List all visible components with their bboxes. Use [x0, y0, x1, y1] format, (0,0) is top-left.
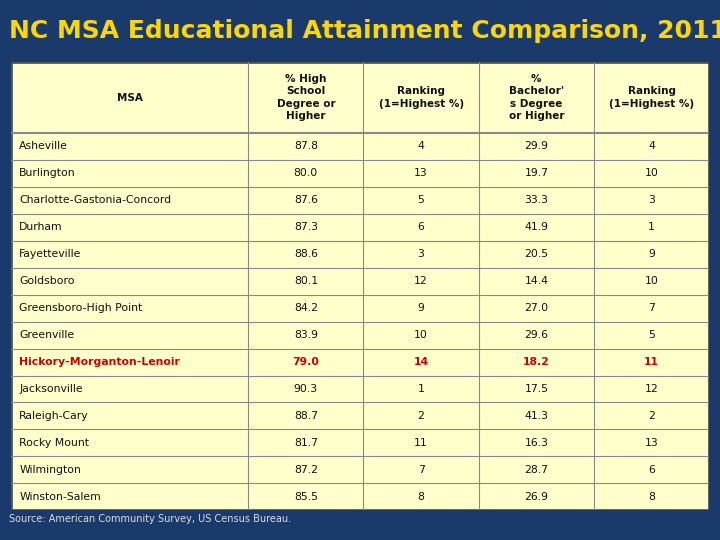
Text: 88.6: 88.6: [294, 249, 318, 259]
Text: 18.2: 18.2: [523, 357, 550, 367]
Text: 19.7: 19.7: [524, 168, 549, 178]
Text: MSA: MSA: [117, 92, 143, 103]
Text: Fayetteville: Fayetteville: [19, 249, 81, 259]
Text: 28.7: 28.7: [524, 465, 549, 475]
Text: Jacksonville: Jacksonville: [19, 384, 83, 394]
Text: Greensboro-High Point: Greensboro-High Point: [19, 303, 143, 313]
Text: % High
School
Degree or
Higher: % High School Degree or Higher: [276, 74, 336, 121]
Text: 17.5: 17.5: [524, 384, 549, 394]
Text: 7: 7: [418, 465, 425, 475]
Text: 29.6: 29.6: [524, 330, 549, 340]
Text: Hickory-Morganton-Lenoir: Hickory-Morganton-Lenoir: [19, 357, 180, 367]
Text: 29.9: 29.9: [524, 141, 549, 151]
Text: 1: 1: [418, 384, 425, 394]
Text: 8: 8: [418, 492, 425, 502]
Text: 3: 3: [418, 249, 425, 259]
Text: 14.4: 14.4: [524, 276, 549, 286]
Text: 11: 11: [414, 438, 428, 448]
Text: Raleigh-Cary: Raleigh-Cary: [19, 411, 89, 421]
Text: 13: 13: [414, 168, 428, 178]
Text: 90.3: 90.3: [294, 384, 318, 394]
Text: 41.9: 41.9: [524, 222, 549, 232]
Text: 4: 4: [648, 141, 655, 151]
Text: 12: 12: [644, 384, 659, 394]
Text: NC MSA Educational Attainment Comparison, 2011: NC MSA Educational Attainment Comparison…: [9, 19, 720, 43]
Text: 20.5: 20.5: [524, 249, 549, 259]
Text: 80.1: 80.1: [294, 276, 318, 286]
Text: 9: 9: [418, 303, 425, 313]
Text: Rocky Mount: Rocky Mount: [19, 438, 89, 448]
Text: 13: 13: [644, 438, 659, 448]
Text: 79.0: 79.0: [292, 357, 319, 367]
Text: 87.2: 87.2: [294, 465, 318, 475]
Text: Goldsboro: Goldsboro: [19, 276, 75, 286]
Text: 10: 10: [414, 330, 428, 340]
Text: 84.2: 84.2: [294, 303, 318, 313]
Text: 10: 10: [644, 168, 659, 178]
Text: 1: 1: [648, 222, 655, 232]
Text: 11: 11: [644, 357, 659, 367]
Text: 81.7: 81.7: [294, 438, 318, 448]
Text: 2: 2: [648, 411, 655, 421]
Text: Durham: Durham: [19, 222, 63, 232]
Text: 26.9: 26.9: [524, 492, 549, 502]
Text: 2: 2: [418, 411, 425, 421]
Text: 16.3: 16.3: [524, 438, 549, 448]
Text: Greenville: Greenville: [19, 330, 74, 340]
Text: 5: 5: [418, 195, 425, 205]
Text: 14: 14: [413, 357, 428, 367]
Text: 87.6: 87.6: [294, 195, 318, 205]
Text: Asheville: Asheville: [19, 141, 68, 151]
Text: Winston-Salem: Winston-Salem: [19, 492, 101, 502]
Text: 80.0: 80.0: [294, 168, 318, 178]
Text: Source: American Community Survey, US Census Bureau.: Source: American Community Survey, US Ce…: [9, 514, 291, 524]
Text: 87.8: 87.8: [294, 141, 318, 151]
Text: 3: 3: [648, 195, 655, 205]
Text: Wilmington: Wilmington: [19, 465, 81, 475]
Text: Ranking
(1=Highest %): Ranking (1=Highest %): [609, 86, 694, 109]
Text: 27.0: 27.0: [524, 303, 549, 313]
Text: 6: 6: [418, 222, 425, 232]
Text: 10: 10: [644, 276, 659, 286]
Text: Ranking
(1=Highest %): Ranking (1=Highest %): [379, 86, 464, 109]
Text: 33.3: 33.3: [524, 195, 549, 205]
Text: 5: 5: [648, 330, 655, 340]
Text: Burlington: Burlington: [19, 168, 76, 178]
Text: Charlotte-Gastonia-Concord: Charlotte-Gastonia-Concord: [19, 195, 171, 205]
Text: 12: 12: [414, 276, 428, 286]
Text: 9: 9: [648, 249, 655, 259]
Text: 8: 8: [648, 492, 655, 502]
Text: 4: 4: [418, 141, 425, 151]
Text: 88.7: 88.7: [294, 411, 318, 421]
Text: 85.5: 85.5: [294, 492, 318, 502]
Text: 83.9: 83.9: [294, 330, 318, 340]
Text: %
Bachelor'
s Degree
or Higher: % Bachelor' s Degree or Higher: [508, 74, 564, 121]
Text: 41.3: 41.3: [524, 411, 549, 421]
Text: 6: 6: [648, 465, 655, 475]
Text: 87.3: 87.3: [294, 222, 318, 232]
Text: 7: 7: [648, 303, 655, 313]
